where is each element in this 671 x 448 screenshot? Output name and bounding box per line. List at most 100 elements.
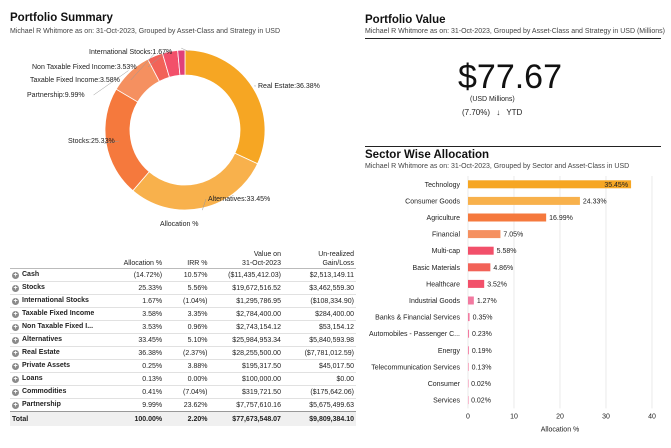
ytd-change-value: (7.70%) — [462, 108, 491, 117]
bar-value-label: 35.45% — [604, 182, 628, 189]
sector-bar[interactable] — [468, 196, 580, 205]
expand-plus-icon[interactable]: + — [12, 389, 19, 396]
sector-allocation-bar-chart: 0 10 20 30 40 Technology 35.45% Consumer Goods 2… — [369, 176, 656, 433]
table-header-allocation: Allocation % — [123, 260, 163, 267]
sector-bar[interactable] — [468, 279, 485, 288]
gain-loss-cell: $2,513,149.11 — [309, 271, 354, 279]
gain-loss-cell: $0.00 — [336, 375, 354, 383]
sector-bar[interactable] — [468, 180, 632, 189]
table-header-row: Allocation % IRR % Value on 31-Oct-2023 … — [10, 244, 356, 269]
category-label: Technology — [425, 182, 461, 189]
category-label: Consumer — [428, 381, 461, 388]
row-name-cell: + Real Estate — [10, 347, 110, 360]
gain-loss-cell: ($175,642.06) — [310, 388, 354, 396]
expand-plus-icon[interactable]: + — [12, 324, 19, 331]
gain-loss-cell: ($108,334.90) — [310, 297, 354, 305]
sector-bar[interactable] — [468, 296, 474, 305]
x-tick-label: 10 — [510, 413, 518, 420]
table-row: + Private Assets 0.25% 3.88% $195,317.50 $45,… — [10, 359, 356, 373]
x-tick-label: 30 — [602, 413, 610, 420]
allocation-cell: 33.45% — [138, 336, 163, 344]
irr-cell: 3.35% — [187, 310, 208, 318]
donut-leader-line — [202, 198, 207, 211]
expand-plus-icon[interactable]: + — [12, 350, 19, 357]
donut-leader-line — [147, 49, 170, 68]
category-label: Agriculture — [427, 215, 461, 222]
row-name-label: Loans — [22, 375, 43, 382]
irr-cell: 5.56% — [187, 284, 208, 292]
gain-loss-cell: $3,462,559.30 — [309, 284, 354, 292]
allocation-cell: 3.58% — [142, 310, 163, 318]
row-name-label: Commodities — [22, 388, 67, 395]
donut-leader-line — [130, 53, 155, 81]
category-label: Financial — [432, 232, 460, 239]
bar-value-label: 0.23% — [472, 331, 492, 338]
ytd-label: YTD — [506, 108, 523, 117]
value-cell: $2,784,400.00 — [236, 310, 281, 318]
table-header-irr: IRR % — [187, 260, 208, 267]
row-name-label: Non Taxable Fixed I... — [22, 323, 94, 330]
expand-plus-icon[interactable]: + — [12, 285, 19, 292]
expand-plus-icon[interactable]: + — [12, 402, 19, 409]
allocation-cell: 36.38% — [138, 349, 163, 357]
bar-value-label: 0.13% — [472, 364, 492, 371]
row-name-cell: + International Stocks — [10, 295, 110, 308]
row-name-label: Private Assets — [22, 362, 70, 369]
row-name-label: Taxable Fixed Income — [22, 310, 95, 317]
x-tick-label: 0 — [466, 413, 470, 420]
donut-slice-label: Partnership:9.99% — [27, 92, 85, 99]
portfolio-value-subtitle: Michael R Whitmore as on: 31-Oct-2023, G… — [365, 28, 665, 35]
expand-plus-icon[interactable]: + — [12, 337, 19, 344]
sector-bar[interactable] — [468, 263, 491, 272]
row-name-cell: + Private Assets — [10, 360, 110, 373]
bar-value-label: 4.86% — [493, 265, 513, 272]
portfolio-value-amount: $77.67 — [458, 58, 562, 96]
value-cell: $25,984,953.34 — [232, 336, 281, 344]
irr-cell: 0.00% — [187, 375, 208, 383]
expand-plus-icon[interactable]: + — [12, 363, 19, 370]
expand-plus-icon[interactable]: + — [12, 272, 19, 279]
donut-leader-line — [93, 70, 129, 96]
expand-plus-icon[interactable]: + — [12, 311, 19, 318]
sector-bar[interactable] — [468, 230, 501, 239]
value-cell: $195,317.50 — [242, 362, 281, 370]
row-name-label: Partnership — [22, 401, 61, 408]
irr-cell: 23.62% — [183, 401, 208, 409]
irr-cell: 3.88% — [187, 362, 208, 370]
donut-leader-line — [181, 47, 190, 53]
total-label: Total — [12, 415, 29, 423]
row-name-cell: + Alternatives — [10, 334, 110, 347]
bar-value-label: 1.27% — [477, 298, 497, 305]
total-irr: 2.20% — [187, 415, 208, 423]
sector-bar[interactable] — [468, 313, 470, 322]
sector-top-divider — [365, 146, 661, 147]
sector-bar[interactable] — [468, 396, 469, 405]
row-name-cell: + Taxable Fixed Income — [10, 308, 110, 321]
sector-bar[interactable] — [468, 329, 470, 338]
expand-plus-icon[interactable]: + — [12, 298, 19, 305]
donut-slice[interactable] — [177, 49, 186, 76]
sector-bar[interactable] — [468, 379, 469, 388]
row-name-cell: + Cash — [10, 269, 110, 282]
allocation-cell: 9.99% — [142, 401, 163, 409]
expand-plus-icon[interactable]: + — [12, 376, 19, 383]
bar-value-label: 7.05% — [503, 232, 523, 239]
table-row: + Loans 0.13% 0.00% $100,000.00 $0.00 — [10, 372, 356, 386]
sector-bar[interactable] — [468, 346, 469, 355]
x-axis-label: Allocation % — [541, 426, 580, 433]
allocation-cell: 1.67% — [142, 297, 163, 305]
value-cell: $319,721.50 — [242, 388, 281, 396]
ytd-change: (7.70%) ↓ YTD — [462, 108, 522, 117]
donut-slice[interactable] — [184, 49, 266, 165]
value-cell: $7,757,610.16 — [236, 401, 281, 409]
irr-cell: 0.96% — [187, 323, 208, 331]
table-total-row: Total 100.00% 2.20% $77,673,548.07 $9,80… — [10, 411, 356, 426]
sector-bar[interactable] — [468, 362, 469, 371]
allocation-cell: 0.13% — [142, 375, 163, 383]
donut-caption: Allocation % — [160, 221, 199, 228]
sector-bar[interactable] — [468, 246, 494, 255]
donut-slice-label: Taxable Fixed Income:3.58% — [30, 77, 120, 84]
donut-slice-label: Stocks:25.33% — [68, 138, 115, 145]
sector-bar[interactable] — [468, 213, 547, 222]
row-name-label: International Stocks — [22, 297, 89, 304]
